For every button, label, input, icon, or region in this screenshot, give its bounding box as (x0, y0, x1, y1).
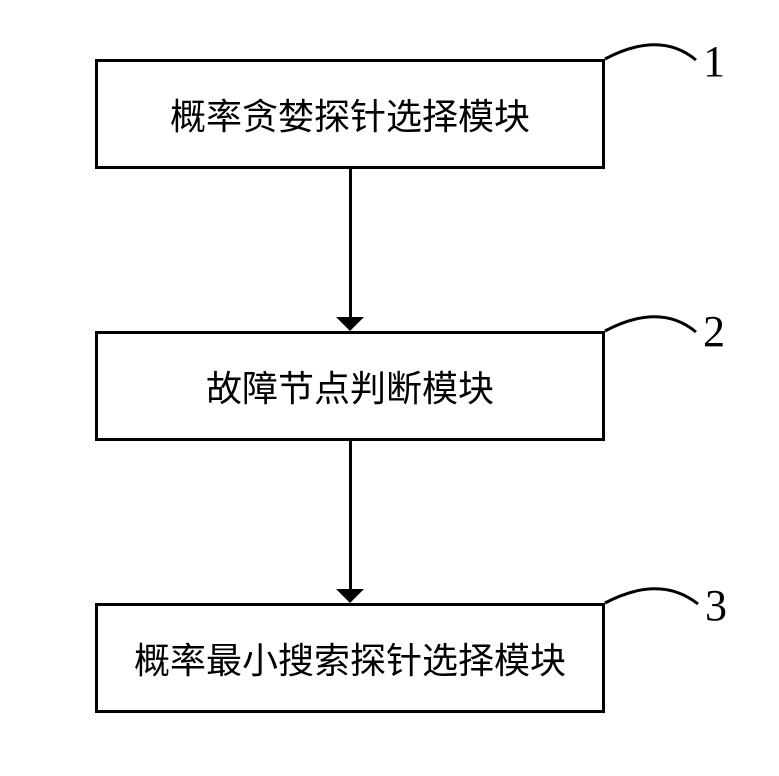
flow-node-label: 故障节点判断模块 (206, 360, 494, 412)
flow-node-n2: 故障节点判断模块 (95, 331, 605, 441)
diagram-canvas: 概率贪婪探针选择模块故障节点判断模块概率最小搜索探针选择模块 1 2 3 (0, 0, 779, 776)
flow-node-label: 概率贪婪探针选择模块 (170, 88, 530, 140)
flow-arrow-line (349, 169, 352, 317)
flow-arrow-head (336, 589, 364, 603)
flow-node-label: 概率最小搜索探针选择模块 (134, 632, 566, 684)
annotation-curve (603, 300, 698, 334)
annotation-number: 2 (703, 306, 725, 357)
annotation-curve (603, 572, 700, 606)
flow-arrow-line (349, 441, 352, 589)
annotation-curve (603, 28, 698, 62)
flow-node-n3: 概率最小搜索探针选择模块 (95, 603, 605, 713)
annotation-number: 1 (703, 36, 725, 87)
annotation-number: 3 (705, 580, 727, 631)
flow-node-n1: 概率贪婪探针选择模块 (95, 59, 605, 169)
flow-arrow-head (336, 317, 364, 331)
